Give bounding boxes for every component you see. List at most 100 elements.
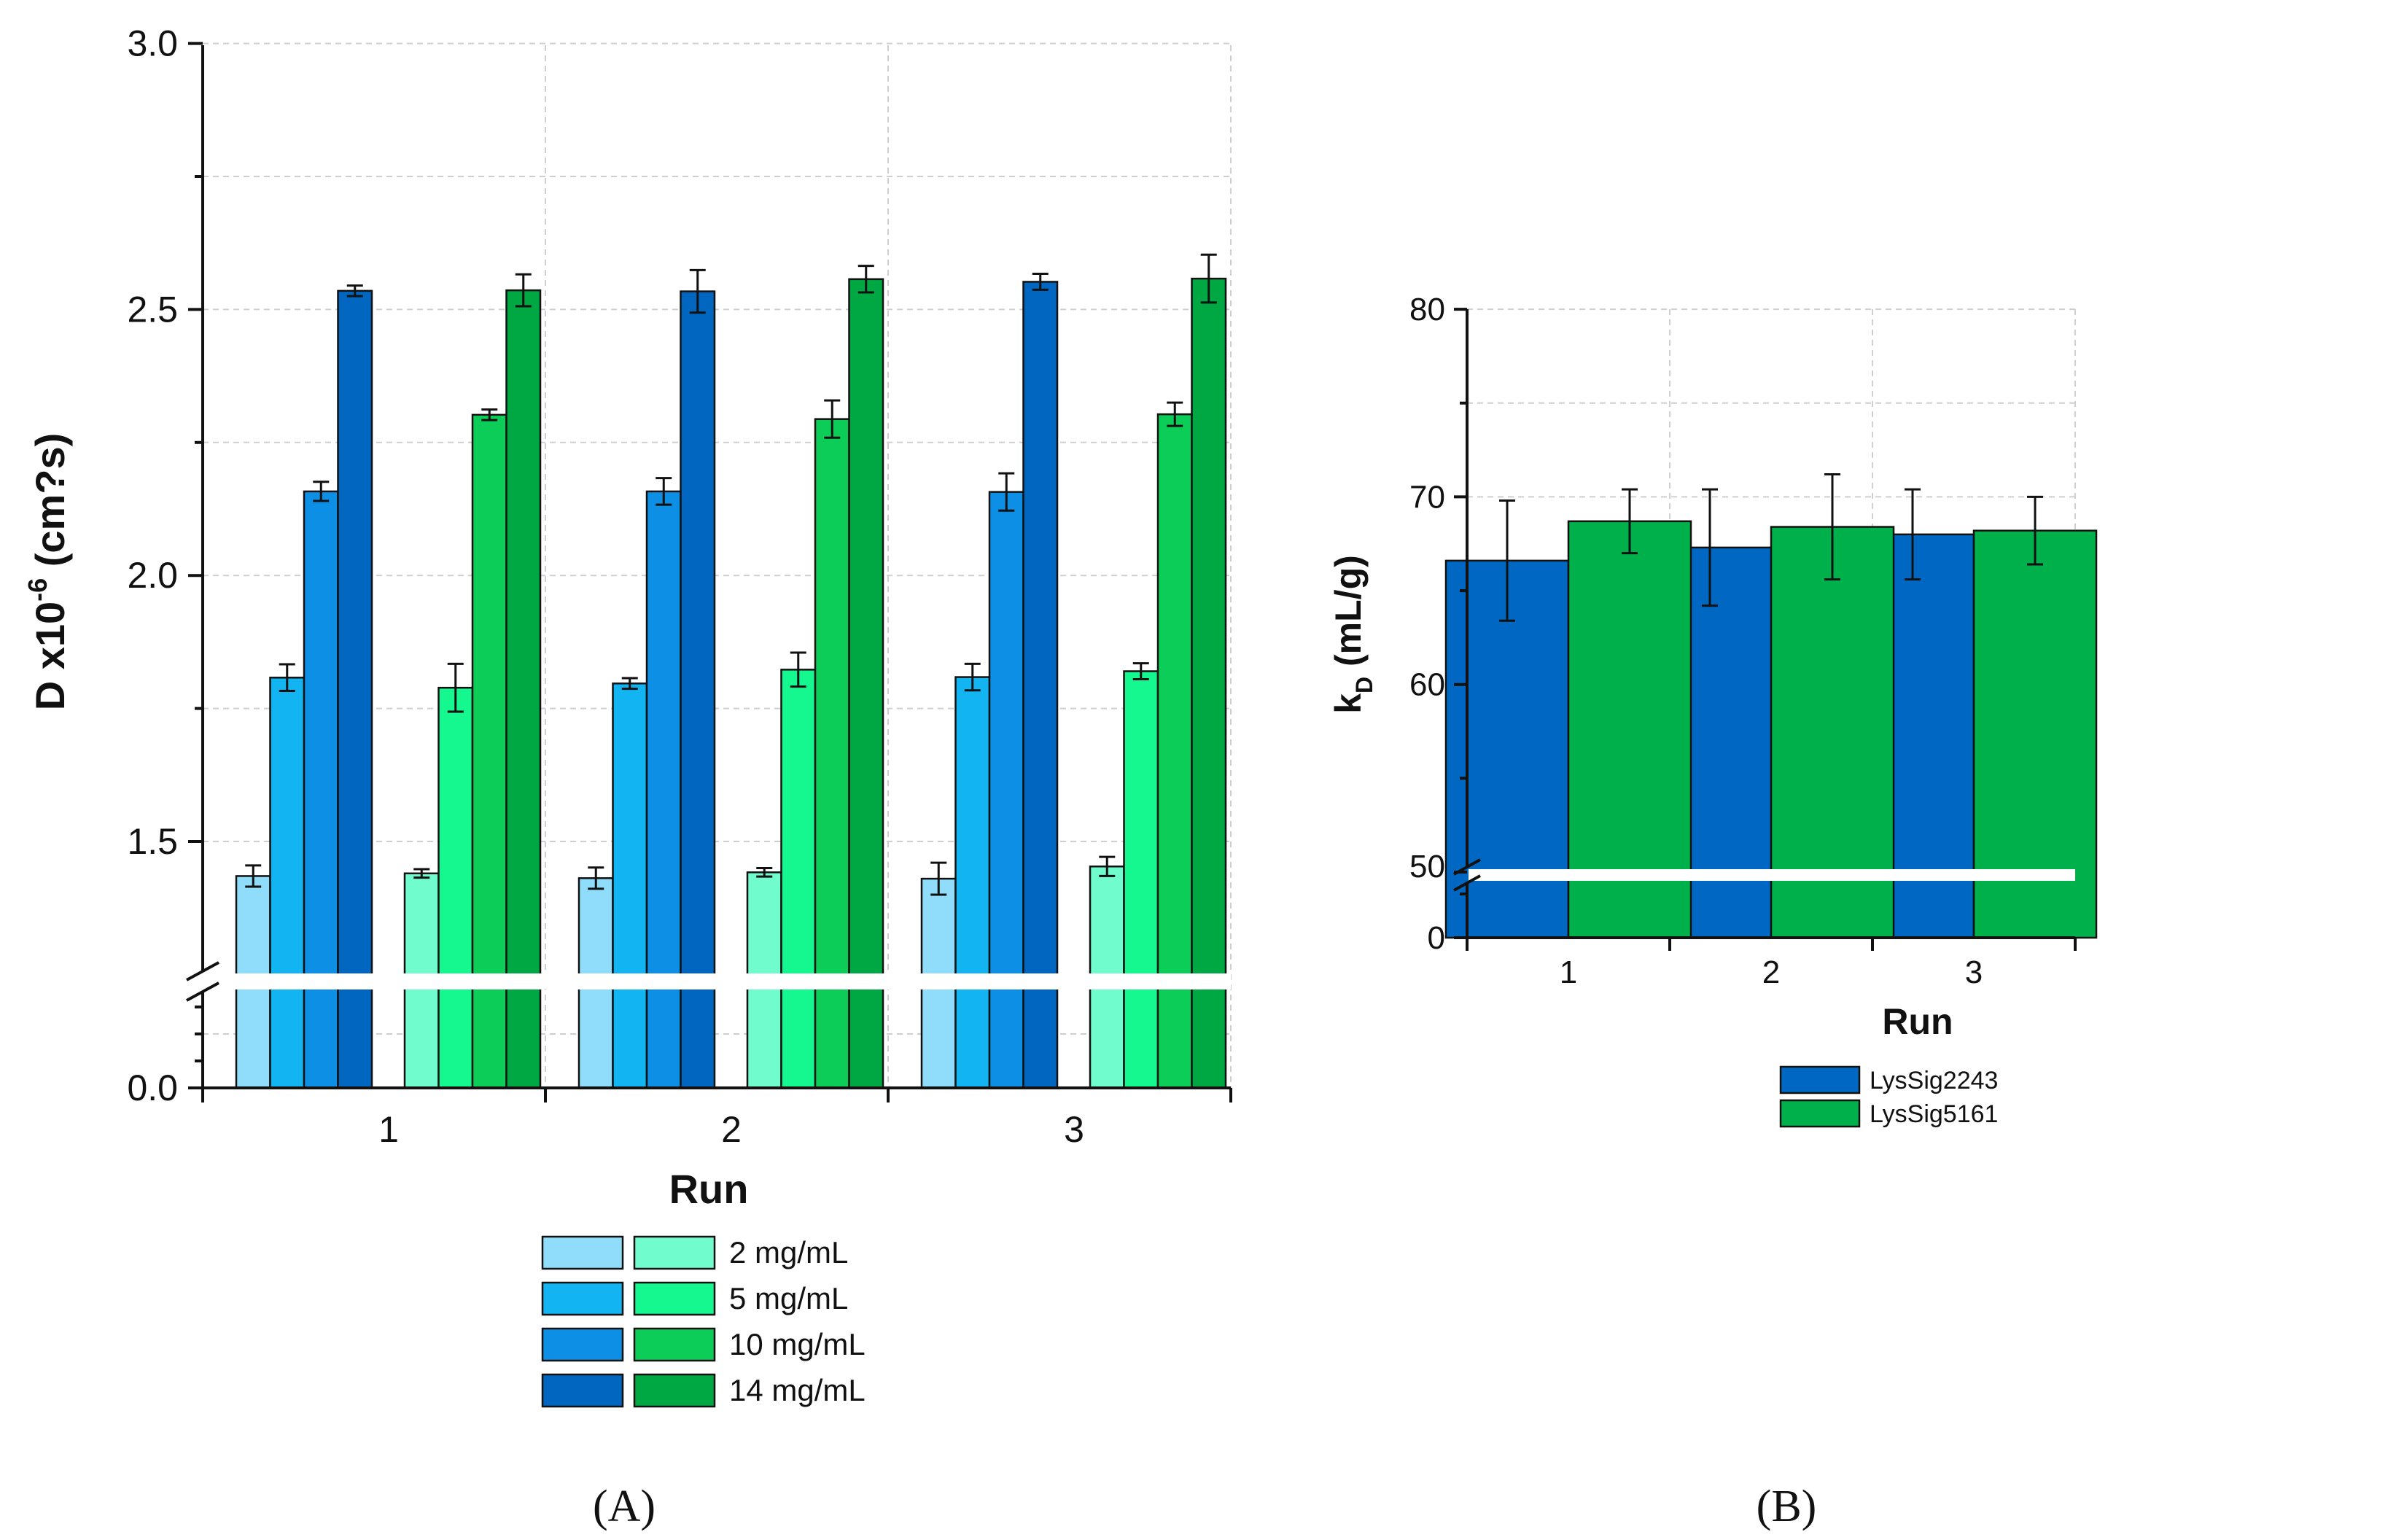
bar (1022, 281, 1059, 1089)
bar (1191, 277, 1227, 1089)
error-bar (1032, 273, 1049, 291)
bar (437, 686, 474, 1089)
error-bar (656, 477, 672, 506)
x-tick-label: 3 (1064, 1109, 1084, 1150)
error-bar (1702, 488, 1718, 607)
panel-b-label: (B) (1757, 1482, 1817, 1531)
legend-swatch (1779, 1065, 1861, 1094)
chart-a-error-bars (245, 253, 1217, 896)
error-bar (689, 268, 706, 314)
legend-swatch-blue (541, 1373, 624, 1408)
chart-a-x-axis-label: Run (669, 1166, 749, 1212)
legend-label: LysSig2243 (1870, 1067, 1998, 1094)
error-bar (621, 677, 638, 691)
legend-label: 10 mg/mL (729, 1327, 866, 1361)
bar (612, 682, 648, 1089)
bar (337, 289, 373, 1089)
x-tick-label: 1 (378, 1109, 399, 1150)
error-bar (998, 472, 1015, 512)
error-bar (756, 866, 773, 878)
chart-a: 1.5 2.0 2.5 3.0 0.0 1 2 3 D x10-6 (cm?s) Run 2… (23, 23, 1232, 1531)
axis-break-band (1469, 869, 2075, 881)
legend-label: 5 mg/mL (729, 1281, 848, 1315)
chart-b-x-ticks: 1 2 3 (1466, 938, 2077, 990)
legend-swatch-green (633, 1373, 716, 1408)
error-bar (790, 651, 806, 688)
error-bar (346, 284, 363, 298)
error-bar (930, 861, 947, 896)
y-tick-label: 3.0 (127, 23, 178, 64)
error-bar (1622, 488, 1638, 555)
x-tick-label: 2 (1762, 954, 1780, 990)
chart-b-axes (1453, 309, 2075, 939)
chart-b-y-ticks: 50 60 70 80 0 (1409, 292, 1467, 956)
axis-break-mark (186, 961, 219, 981)
chart-a-x-ticks: 1 2 3 (201, 1088, 1232, 1150)
error-bar (824, 399, 841, 439)
legend-swatch-green (633, 1327, 716, 1362)
chart-a-legend: 2 mg/mL 5 mg/mL 10 mg/mL 14 mg/mL (541, 1235, 866, 1408)
axis-break-mark (1453, 874, 1481, 892)
bar (780, 669, 817, 1089)
legend-swatch-green (633, 1235, 716, 1270)
axis-break-mark (186, 981, 219, 1002)
legend-label: LysSig5161 (1870, 1100, 1998, 1128)
error-bar (1824, 473, 1840, 581)
chart-b-x-axis-label: Run (1882, 1001, 1953, 1042)
bar (1567, 520, 1692, 939)
x-tick-label: 1 (1560, 954, 1577, 990)
error-bar (515, 273, 532, 308)
chart-b-bars (1444, 520, 2098, 939)
chart-a-y-ticks: 1.5 2.0 2.5 3.0 0.0 (127, 23, 203, 1108)
y-tick-label: 0.0 (127, 1068, 178, 1108)
legend-swatch-green (633, 1281, 716, 1316)
bar (303, 490, 339, 1089)
error-bar (1132, 662, 1149, 680)
panel-a-label: (A) (593, 1482, 656, 1531)
y-tick-label: 80 (1409, 292, 1445, 327)
bar (1123, 670, 1159, 1089)
error-bar (1905, 488, 1921, 581)
error-bar (964, 662, 981, 692)
x-tick-label: 3 (1965, 954, 1983, 990)
y-tick-label: 2.5 (127, 289, 178, 330)
error-bar (279, 663, 295, 693)
error-bar (1167, 401, 1183, 427)
y-tick-label: 50 (1409, 849, 1445, 884)
legend-swatch-blue (541, 1281, 624, 1316)
legend-label: 14 mg/mL (729, 1373, 866, 1407)
y-tick-label: 1.5 (127, 821, 178, 862)
error-bar (245, 864, 262, 888)
y-tick-label: 60 (1409, 667, 1445, 703)
chart-b-error-bars (1499, 473, 2043, 622)
bar (505, 289, 542, 1089)
legend-swatch-blue (541, 1235, 624, 1270)
error-bar (857, 265, 874, 294)
y-tick-label: 2.0 (127, 555, 178, 596)
error-bar (1200, 253, 1217, 304)
chart-a-gridlines (203, 42, 1232, 1088)
error-bar (1099, 855, 1116, 877)
error-bar (2027, 495, 2043, 566)
bar (954, 676, 991, 1089)
y-tick-label: 70 (1409, 479, 1445, 515)
error-bar (447, 662, 464, 713)
bar (680, 290, 716, 1089)
error-bar (313, 481, 330, 502)
chart-b-legend: LysSig2243 LysSig5161 (1779, 1065, 1998, 1128)
chart-a-bars (204, 277, 1231, 1089)
bar (988, 491, 1024, 1089)
error-bar (588, 866, 604, 890)
axis-break-band (204, 973, 1231, 989)
bar (269, 677, 306, 1089)
error-bar (413, 868, 430, 879)
chart-a-axes (186, 45, 1231, 1089)
error-bar (481, 408, 498, 421)
y-tick-label: 0 (1428, 920, 1445, 956)
legend-swatch-blue (541, 1327, 624, 1362)
x-tick-label: 2 (721, 1109, 742, 1150)
chart-a-y-axis-label: D x10-6 (cm?s) (23, 433, 73, 711)
bar (645, 490, 682, 1089)
legend-label: 2 mg/mL (729, 1235, 848, 1269)
